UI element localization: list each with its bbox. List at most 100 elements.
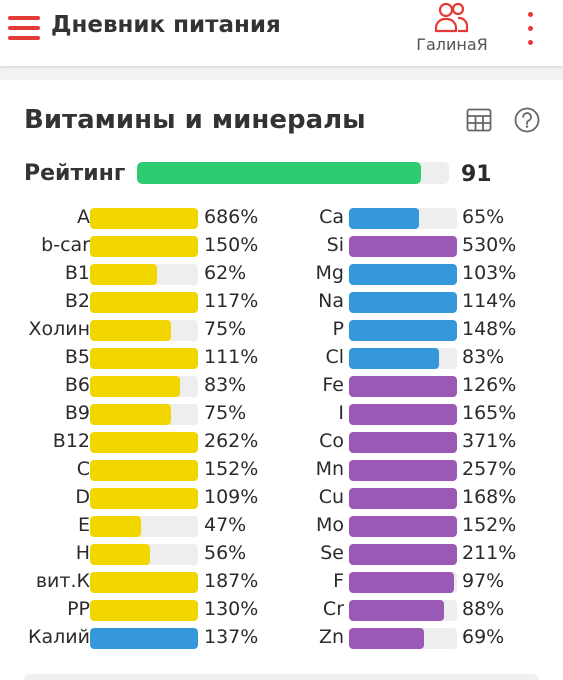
users-icon <box>434 2 469 33</box>
nutrient-name: E <box>77 514 90 536</box>
nutrient-percent: 257% <box>462 458 517 480</box>
nutrient-bar-fill <box>90 236 198 257</box>
nutrient-bar-fill <box>90 376 180 397</box>
nutrient-bar-fill <box>90 516 141 537</box>
nutrient-name: F <box>333 570 344 592</box>
nutrient-bar-fill <box>90 292 198 313</box>
nutrient-name: Cu <box>318 486 344 508</box>
nutrient-bar-fill <box>90 488 198 509</box>
nutrient-bar-fill <box>349 404 457 425</box>
nutrient-bar-fill <box>90 460 198 481</box>
nutrient-bar-fill <box>349 628 424 649</box>
nutrient-bar <box>90 292 198 313</box>
nutrient-row-vitamins: вит.К 187% <box>0 568 563 596</box>
nutrient-name: Mn <box>315 458 344 480</box>
nutrient-row-vitamins: Калий 137% <box>0 624 563 652</box>
nutrient-percent: 686% <box>204 206 259 228</box>
nutrient-row-minerals: Co 371% <box>0 428 563 456</box>
nutrient-bar-fill <box>349 292 457 313</box>
app-title: Дневник питания <box>51 12 281 38</box>
nutrient-bar <box>90 600 198 621</box>
nutrient-percent: 56% <box>204 542 247 564</box>
nutrient-bar <box>349 488 457 509</box>
nutrient-name: Fe <box>322 374 344 396</box>
table-icon[interactable] <box>466 108 492 132</box>
help-icon[interactable] <box>514 107 540 133</box>
nutrient-bar-fill <box>349 544 457 565</box>
nutrient-row-minerals: Mg 103% <box>0 260 563 288</box>
nutrient-bar <box>90 376 198 397</box>
nutrient-bar-fill <box>349 264 457 285</box>
nutrient-row-vitamins: Холин 75% <box>0 316 563 344</box>
nutrient-bar-fill <box>90 628 198 649</box>
nutrient-name: b-car <box>41 234 90 256</box>
nutrient-bar <box>90 208 198 229</box>
profile-name: ГалинаЯ <box>416 35 488 54</box>
nutrient-bar <box>90 544 198 565</box>
nutrient-row-minerals: F 97% <box>0 568 563 596</box>
nutrient-bar-fill <box>90 432 198 453</box>
nutrient-name: Co <box>319 430 344 452</box>
nutrient-bar <box>90 516 198 537</box>
nutrient-row-minerals: Si 530% <box>0 232 563 260</box>
nutrient-name: Калий <box>28 626 90 648</box>
nutrient-percent: 97% <box>462 570 505 592</box>
more-options-icon[interactable] <box>520 10 540 50</box>
nutrient-bar-fill <box>90 544 151 565</box>
nutrient-name: Se <box>320 542 344 564</box>
nutrient-percent: 114% <box>462 290 517 312</box>
nutrient-bar <box>349 292 457 313</box>
nutrient-bar <box>349 376 457 397</box>
nutrient-row-minerals: Mn 257% <box>0 456 563 484</box>
nutrient-bar-fill <box>90 572 198 593</box>
nutrient-bar <box>349 572 457 593</box>
nutrient-bar-fill <box>90 208 198 229</box>
nutrient-name: Mg <box>315 262 344 284</box>
nutrient-percent: 148% <box>462 318 517 340</box>
nutrient-name: Zn <box>318 626 344 648</box>
nutrient-name: Ca <box>319 206 344 228</box>
nutrient-bar-fill <box>90 320 171 341</box>
nutrient-bar-fill <box>349 236 457 257</box>
nutrients-card: Витамины и минералы Рейтинг 91 A 686% b-ca… <box>0 80 563 680</box>
nutrient-bar <box>90 348 198 369</box>
nutrient-percent: 109% <box>204 486 259 508</box>
nutrient-bar <box>349 432 457 453</box>
hamburger-menu-icon[interactable] <box>8 15 40 41</box>
nutrient-name: B5 <box>64 346 90 368</box>
nutrient-row-vitamins: B12 262% <box>0 428 563 456</box>
nutrient-name: Cl <box>325 346 344 368</box>
nutrient-row-minerals: P 148% <box>0 316 563 344</box>
nutrient-percent: 530% <box>462 234 517 256</box>
profile-button[interactable]: ГалинаЯ <box>404 0 500 64</box>
nutrient-bar <box>349 544 457 565</box>
nutrient-bar-fill <box>90 404 171 425</box>
nutrient-name: P <box>332 318 344 340</box>
nutrient-row-minerals: Na 114% <box>0 288 563 316</box>
rating-bar-fill <box>137 162 421 184</box>
nutrient-bar <box>349 600 457 621</box>
nutrient-percent: 47% <box>204 514 247 536</box>
nutrient-name: Si <box>326 234 344 256</box>
nutrient-name: B6 <box>64 374 90 396</box>
nutrient-percent: 126% <box>462 374 517 396</box>
nutrient-percent: 211% <box>462 542 517 564</box>
nutrient-bar <box>349 516 457 537</box>
nutrient-name: C <box>76 458 90 480</box>
nutrient-row-vitamins: B9 75% <box>0 400 563 428</box>
nutrient-bar <box>349 208 457 229</box>
nutrient-row-vitamins: D 109% <box>0 484 563 512</box>
nutrient-name: D <box>75 486 90 508</box>
nutrient-bar <box>90 264 198 285</box>
nutrient-name: H <box>75 542 90 564</box>
next-card-edge <box>24 674 539 680</box>
nutrient-row-vitamins: B5 111% <box>0 344 563 372</box>
nutrient-percent: 152% <box>462 514 517 536</box>
nutrient-name: Na <box>318 290 344 312</box>
nutrient-name: PP <box>67 598 90 620</box>
nutrient-name: B9 <box>64 402 90 424</box>
nutrient-bar <box>90 320 198 341</box>
nutrient-percent: 262% <box>204 430 259 452</box>
nutrient-row-minerals: Cu 168% <box>0 484 563 512</box>
nutrient-percent: 65% <box>462 206 505 228</box>
